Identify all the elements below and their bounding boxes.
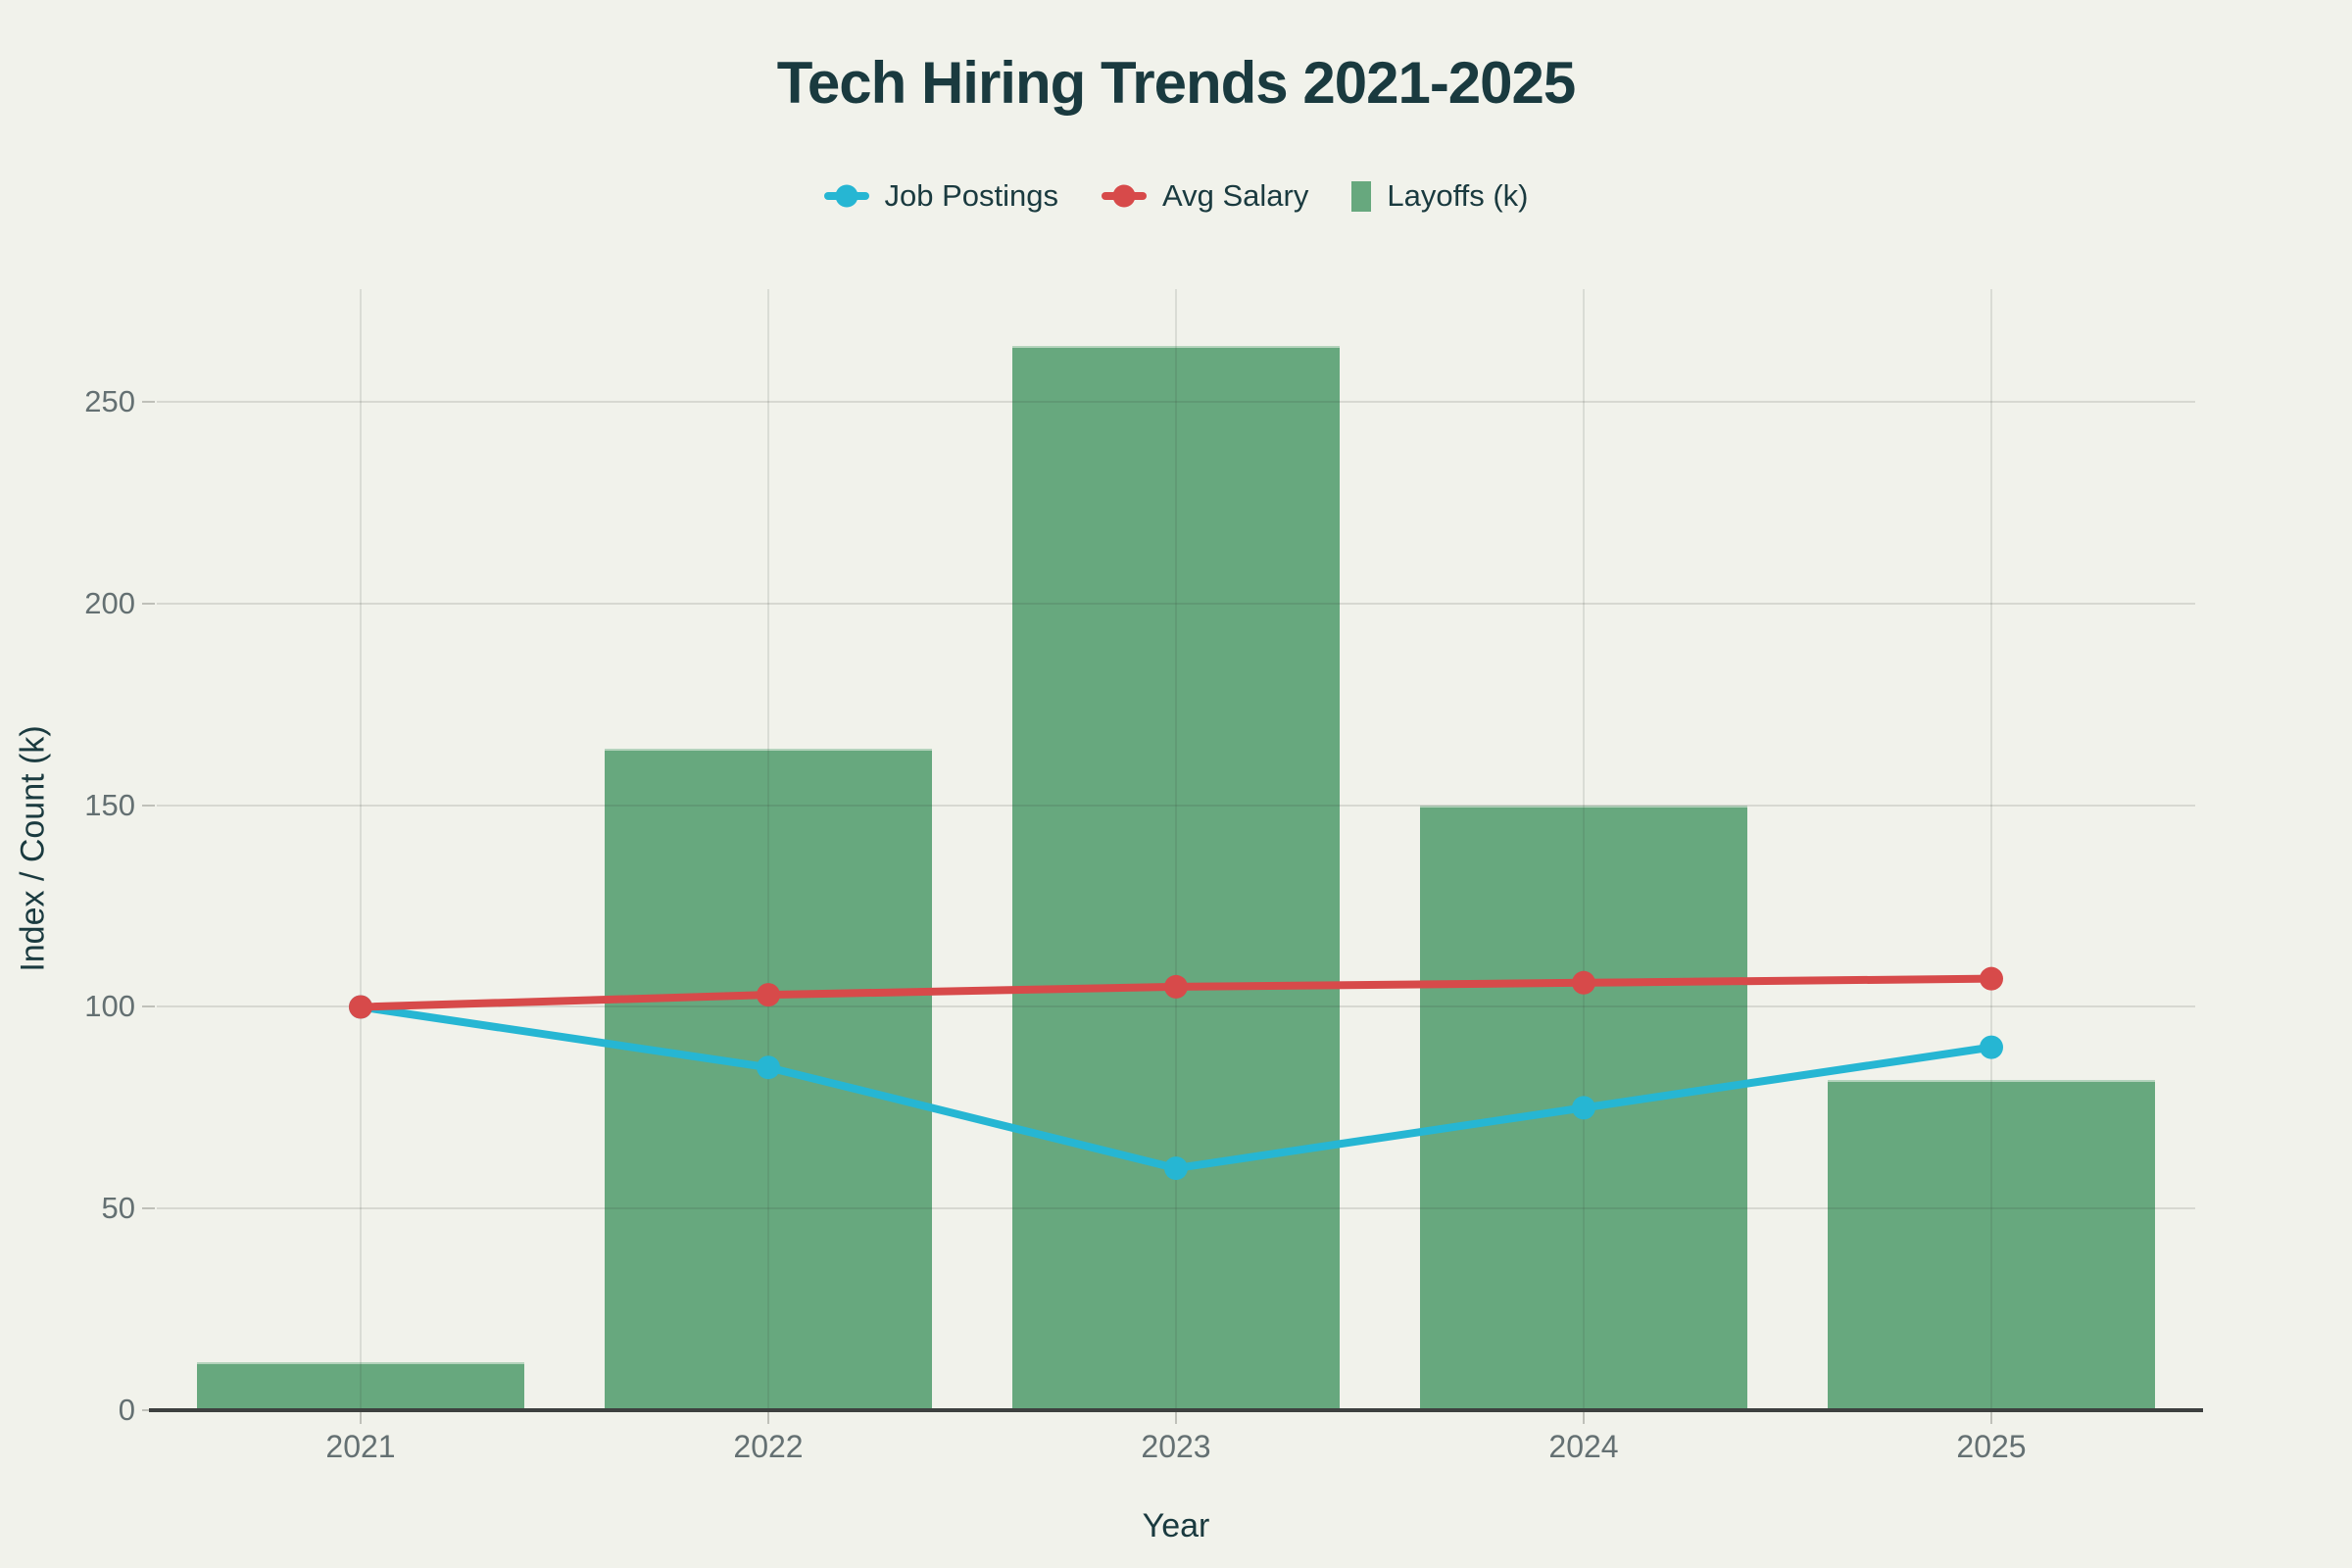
x-tick-label-2023: 2023: [1141, 1429, 1211, 1464]
y-tick-150: [142, 804, 155, 807]
x-tick-label-2021: 2021: [325, 1429, 396, 1464]
y-tick-0: [142, 1409, 155, 1411]
y-tick-250: [142, 401, 155, 404]
legend-label-avg-salary: Avg Salary: [1162, 178, 1309, 213]
gridline-x-2025: [1990, 289, 1992, 1410]
point-avg-salary-2021[interactable]: [349, 995, 372, 1019]
point-avg-salary-2025[interactable]: [1980, 966, 2003, 991]
point-avg-salary-2023[interactable]: [1164, 974, 1188, 999]
avg-salary-dot-icon: [1112, 184, 1136, 208]
bar-layoffs-k-2021[interactable]: [197, 1361, 524, 1410]
y-tick-label-100: 100: [84, 989, 135, 1024]
x-tick-label-2022: 2022: [733, 1429, 804, 1464]
y-tick-100: [142, 1005, 155, 1008]
gridline-y-50: [157, 1207, 2195, 1210]
x-tick-label-2025: 2025: [1956, 1429, 2027, 1464]
x-tick-2021: [360, 1412, 362, 1424]
x-tick-2023: [1175, 1412, 1177, 1424]
y-tick-label-0: 0: [118, 1393, 135, 1427]
x-tick-label-2024: 2024: [1548, 1429, 1619, 1464]
chart-title: Tech Hiring Trends 2021-2025: [776, 50, 1577, 116]
point-avg-salary-2022[interactable]: [757, 983, 780, 1007]
point-job-postings-2023[interactable]: [1164, 1156, 1188, 1181]
bar-layoffs-k-2023[interactable]: [1012, 345, 1340, 1410]
x-tick-2025: [1990, 1412, 1992, 1424]
point-job-postings-2024[interactable]: [1572, 1096, 1595, 1120]
legend-label-layoffs: Layoffs (k): [1387, 178, 1529, 213]
gridline-x-2021: [360, 289, 362, 1410]
y-tick-label-50: 50: [101, 1191, 135, 1226]
gridline-y-200: [157, 602, 2195, 605]
gridline-x-2023: [1175, 289, 1177, 1410]
y-tick-200: [142, 602, 155, 605]
job-postings-line-marker-icon: [823, 184, 869, 208]
legend-label-job-postings: Job Postings: [884, 178, 1059, 213]
y-tick-50: [142, 1207, 155, 1210]
avg-salary-line-marker-icon: [1102, 184, 1147, 208]
y-tick-label-200: 200: [84, 585, 135, 620]
gridline-x-2024: [1583, 289, 1585, 1410]
legend-item-layoffs[interactable]: Layoffs (k): [1351, 178, 1529, 214]
x-axis-title: Year: [1142, 1507, 1210, 1544]
layoffs-swatch-icon: [1351, 180, 1372, 212]
point-avg-salary-2024[interactable]: [1572, 970, 1595, 995]
x-tick-2022: [767, 1412, 769, 1424]
point-job-postings-2022[interactable]: [757, 1055, 780, 1080]
y-axis-title: Index / Count (k): [14, 725, 52, 972]
point-job-postings-2025[interactable]: [1980, 1035, 2003, 1059]
gridline-y-250: [157, 401, 2195, 404]
x-axis-line: [149, 1408, 2203, 1412]
y-tick-label-250: 250: [84, 384, 135, 419]
legend: Job Postings Avg Salary Layoffs (k): [0, 178, 2352, 214]
gridline-x-2022: [767, 289, 769, 1410]
legend-item-job-postings[interactable]: Job Postings: [823, 178, 1059, 214]
y-tick-label-150: 150: [84, 787, 135, 822]
job-postings-dot-icon: [835, 184, 858, 208]
x-tick-2024: [1583, 1412, 1585, 1424]
plot-area: [157, 289, 2195, 1410]
gridline-y-150: [157, 804, 2195, 807]
legend-item-avg-salary[interactable]: Avg Salary: [1102, 178, 1308, 214]
